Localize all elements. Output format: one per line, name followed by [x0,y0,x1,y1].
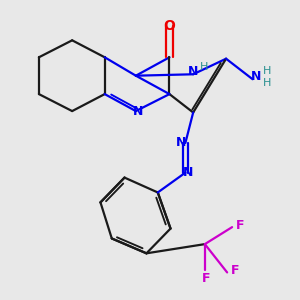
Text: H: H [263,78,272,88]
Text: H: H [200,62,209,72]
Text: N: N [188,65,198,78]
Text: N: N [132,105,143,118]
Text: F: F [236,219,244,232]
Text: F: F [202,272,211,285]
Text: N: N [176,136,186,149]
Text: H: H [263,66,272,76]
Text: N: N [251,70,261,83]
Text: O: O [164,19,175,33]
Text: F: F [231,264,239,277]
Text: N: N [183,166,194,179]
